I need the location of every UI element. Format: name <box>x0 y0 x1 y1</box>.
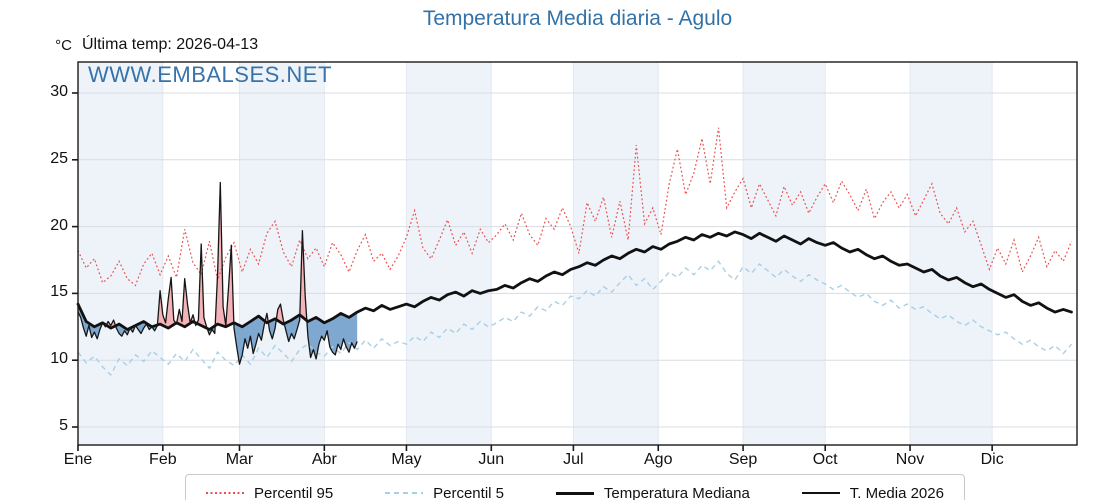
legend-label: T. Media 2026 <box>849 484 944 500</box>
legend-item-t-media-2026: T. Media 2026 <box>801 484 944 500</box>
x-tick-label-ene: Ene <box>63 451 93 468</box>
legend-item-temperatura-mediana: Temperatura Mediana <box>555 484 750 500</box>
y-axis-unit-label: °C <box>55 37 72 54</box>
x-tick-label-dic: Dic <box>980 451 1004 468</box>
chart-title: Temperatura Media diaria - Agulo <box>422 7 733 30</box>
y-tick-label: 20 <box>50 216 68 234</box>
x-tick-label-nov: Nov <box>895 451 925 468</box>
x-tick-label-feb: Feb <box>149 451 177 468</box>
x-tick-label-ago: Ago <box>644 451 673 468</box>
legend-line-percentil-95-icon <box>206 492 244 494</box>
y-tick-label: 15 <box>50 283 68 301</box>
legend-label: Temperatura Mediana <box>603 484 750 500</box>
watermark-text: WWW.EMBALSES.NET <box>88 62 332 87</box>
y-tick-label: 30 <box>50 83 68 100</box>
x-tick-label-jul: Jul <box>563 451 584 468</box>
last-temp-annotation: Última temp: 2026-04-13 <box>82 36 259 53</box>
y-tick-label: 5 <box>59 417 68 434</box>
x-tick-label-jun: Jun <box>478 451 505 468</box>
legend-line-percentil-5-icon <box>385 492 424 494</box>
x-tick-label-sep: Sep <box>728 451 758 468</box>
legend-item-percentil-95: Percentil 95 <box>206 485 333 500</box>
legend-label: Percentil 5 <box>433 484 504 500</box>
y-tick-label: 25 <box>50 149 68 167</box>
x-tick-label-oct: Oct <box>812 451 838 468</box>
legend: Percentil 95 Percentil 5 Temperatura Med… <box>185 474 965 500</box>
y-tick-label: 10 <box>50 350 68 368</box>
x-tick-label-may: May <box>391 451 422 468</box>
x-tick-label-mar: Mar <box>225 451 254 468</box>
legend-item-percentil-5: Percentil 5 <box>385 485 504 500</box>
x-tick-label-abr: Abr <box>311 451 337 468</box>
legend-line-t-media-2026-icon <box>801 492 840 494</box>
legend-line-mediana-icon <box>555 491 594 495</box>
legend-label: Percentil 95 <box>254 484 334 500</box>
